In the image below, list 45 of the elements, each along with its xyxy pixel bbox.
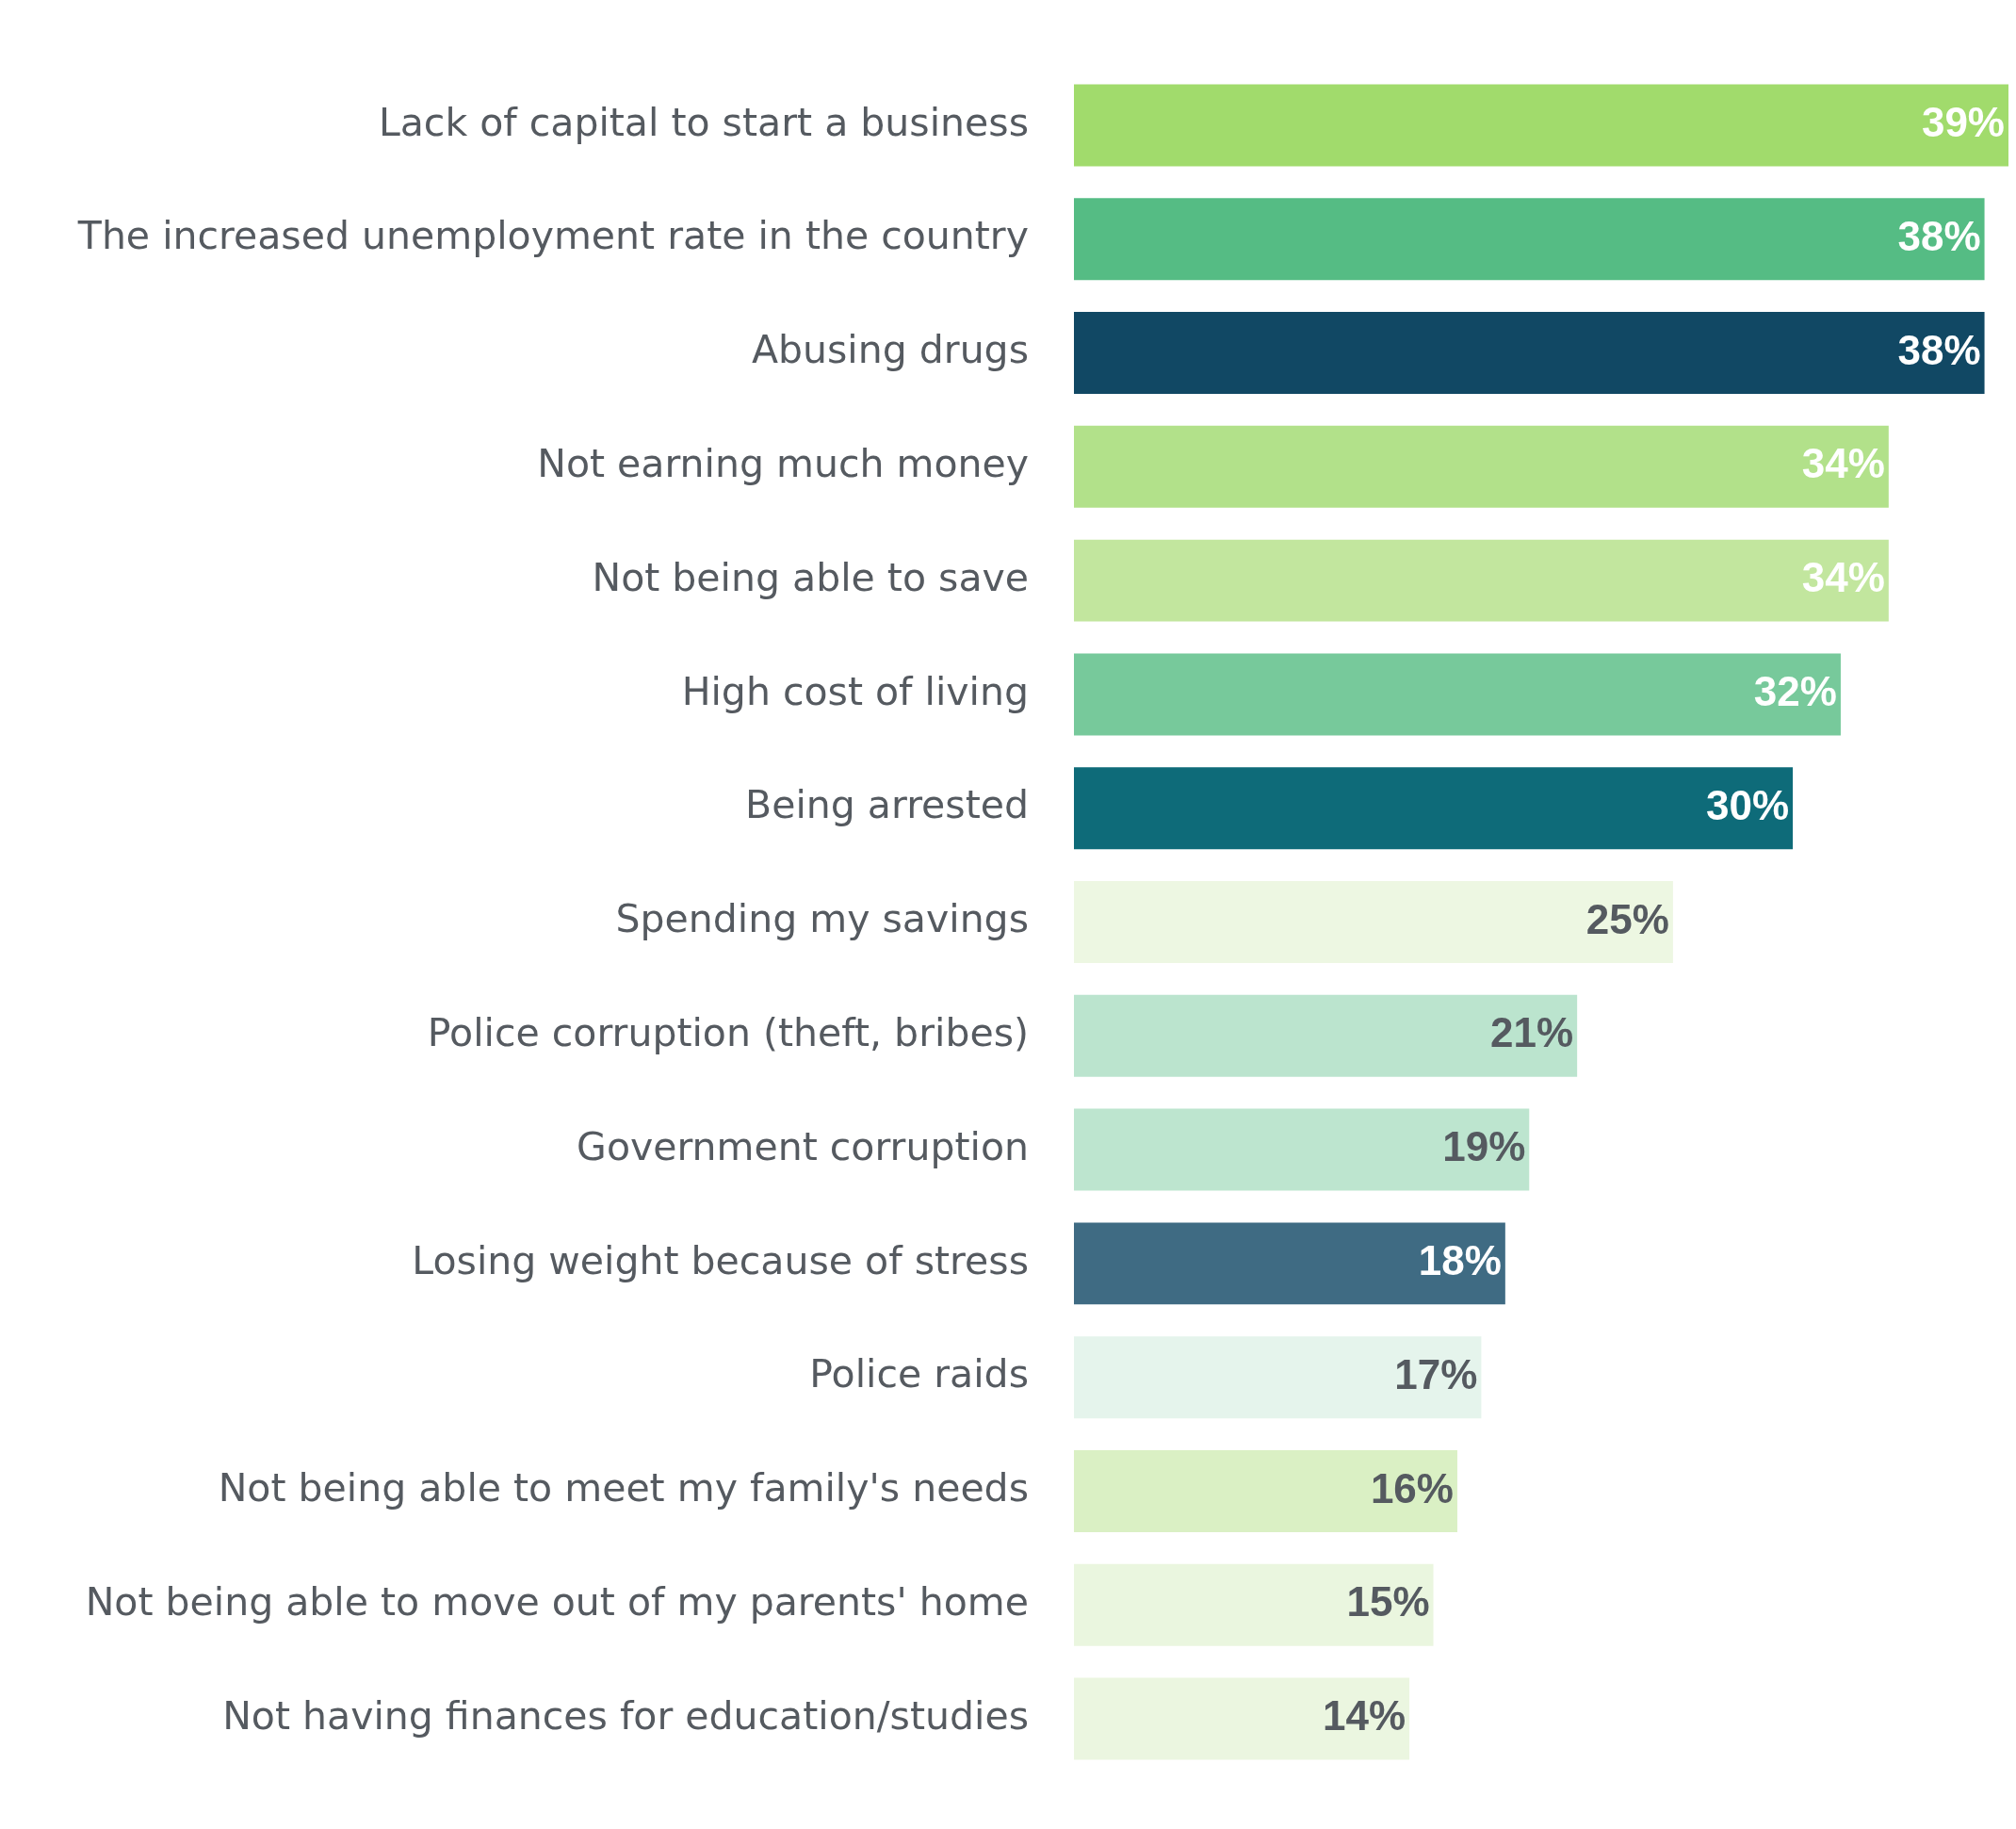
data-label: 34% [1801, 554, 1885, 601]
bar [1074, 653, 1841, 736]
y-tick-label: Spending my savings [615, 896, 1029, 942]
y-tick-label: Not being able to move out of my parents' home [85, 1578, 1029, 1625]
bar [1074, 1449, 1457, 1532]
bar [1074, 539, 1889, 622]
data-label: 32% [1753, 668, 1837, 715]
data-label: 21% [1490, 1009, 1574, 1056]
data-label: 38% [1897, 326, 1981, 373]
bar [1074, 425, 1889, 508]
data-label: 16% [1370, 1464, 1454, 1511]
bar [1074, 1677, 1410, 1760]
y-tick-label: Police corruption (theft, bribes) [427, 1009, 1029, 1055]
y-tick-label: Government corruption [577, 1123, 1029, 1169]
data-label: 38% [1897, 212, 1981, 259]
bar [1074, 198, 1985, 281]
y-tick-label: Not being able to meet my family's needs [218, 1465, 1029, 1511]
data-label: 30% [1706, 781, 1790, 828]
bar [1074, 1563, 1434, 1646]
data-label: 18% [1418, 1237, 1502, 1283]
data-label: 25% [1585, 895, 1669, 942]
y-tick-label: Abusing drugs [751, 327, 1029, 373]
y-tick-label: Being arrested [745, 782, 1029, 828]
y-tick-label: Lack of capital to start a business [378, 99, 1029, 145]
y-tick-label: Police raids [809, 1351, 1029, 1397]
data-label: 34% [1801, 440, 1885, 487]
bar [1074, 1108, 1530, 1191]
data-label: 15% [1346, 1578, 1430, 1625]
bar [1074, 312, 1985, 395]
y-tick-label: High cost of living [681, 668, 1029, 714]
data-label: 17% [1394, 1350, 1478, 1397]
bar [1074, 881, 1673, 963]
bar [1074, 84, 2008, 167]
y-tick-label: The increased unemployment rate in the country [76, 213, 1029, 259]
y-tick-label: Not earning much money [537, 441, 1029, 487]
y-tick-label: Not being able to save [592, 554, 1029, 600]
bar [1074, 1222, 1505, 1305]
data-label: 39% [1921, 99, 2005, 146]
bar [1074, 1336, 1482, 1419]
bar [1074, 994, 1578, 1077]
y-tick-label: Not having finances for education/studies [222, 1692, 1029, 1739]
y-tick-label: Losing weight because of stress [412, 1237, 1029, 1283]
bar [1074, 767, 1794, 850]
data-label: 14% [1323, 1692, 1406, 1739]
data-label: 19% [1442, 1123, 1526, 1170]
